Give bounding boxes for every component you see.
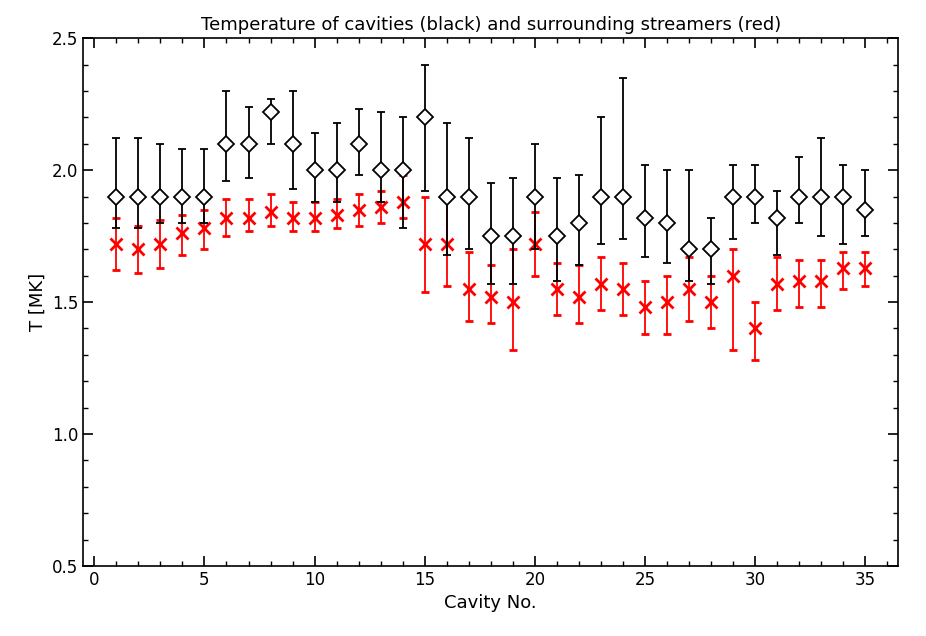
X-axis label: Cavity No.: Cavity No.	[444, 595, 537, 612]
Title: Temperature of cavities (black) and surrounding streamers (red): Temperature of cavities (black) and surr…	[201, 16, 781, 34]
Y-axis label: T [MK]: T [MK]	[29, 273, 46, 331]
